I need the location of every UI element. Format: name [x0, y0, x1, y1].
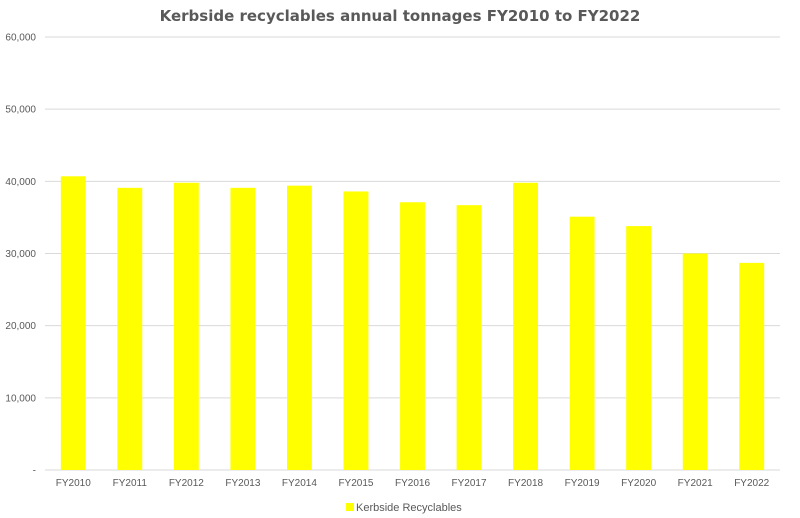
legend-label: Kerbside Recyclables [356, 502, 462, 514]
x-tick-label: FY2017 [452, 478, 487, 489]
y-tick-label: 40,000 [5, 177, 36, 188]
legend-swatch [346, 503, 354, 511]
bar-fy2014 [286, 185, 312, 470]
x-tick-label: FY2010 [56, 478, 91, 489]
x-tick-label: FY2018 [508, 478, 543, 489]
bar-fy2018 [513, 182, 539, 470]
bar-fy2021 [682, 253, 708, 470]
x-tick-label: FY2012 [169, 478, 204, 489]
bar-fy2017 [456, 205, 482, 471]
y-tick-label: 50,000 [5, 105, 36, 116]
bar-fy2015 [343, 191, 369, 471]
bar-fy2016 [400, 202, 425, 471]
x-tick-label: FY2020 [621, 478, 656, 489]
bar-fy2022 [739, 262, 765, 470]
bars [60, 176, 765, 471]
x-tick-label: FY2019 [565, 478, 600, 489]
y-tick-label: 30,000 [5, 249, 36, 260]
bar-fy2012 [173, 182, 199, 470]
x-tick-label: FY2015 [338, 478, 373, 489]
y-tick-label: 60,000 [5, 33, 36, 44]
x-tick-label: FY2016 [395, 478, 430, 489]
x-tick-label: FY2022 [734, 478, 769, 489]
y-tick-label: 10,000 [5, 393, 36, 404]
bar-fy2013 [230, 187, 256, 470]
x-tick-label: FY2011 [113, 478, 148, 489]
bar-fy2019 [569, 216, 595, 470]
legend: Kerbside Recyclables [346, 502, 462, 514]
y-axis: - 10,000 20,000 30,000 40,000 50,000 60,000 [5, 33, 36, 477]
y-tick-label: - [33, 466, 36, 477]
y-tick-label: 20,000 [5, 321, 36, 332]
chart-title: Kerbside recyclables annual tonnages FY2… [160, 7, 641, 25]
x-tick-label: FY2013 [225, 478, 260, 489]
x-tick-label: FY2014 [282, 478, 317, 489]
x-axis: FY2010 FY2011 FY2012 FY2013 FY2014 FY2015 FY20… [56, 478, 770, 489]
x-tick-label: FY2021 [678, 478, 713, 489]
bar-fy2010 [60, 176, 86, 470]
bar-fy2011 [117, 187, 143, 470]
bar-fy2020 [626, 226, 652, 470]
